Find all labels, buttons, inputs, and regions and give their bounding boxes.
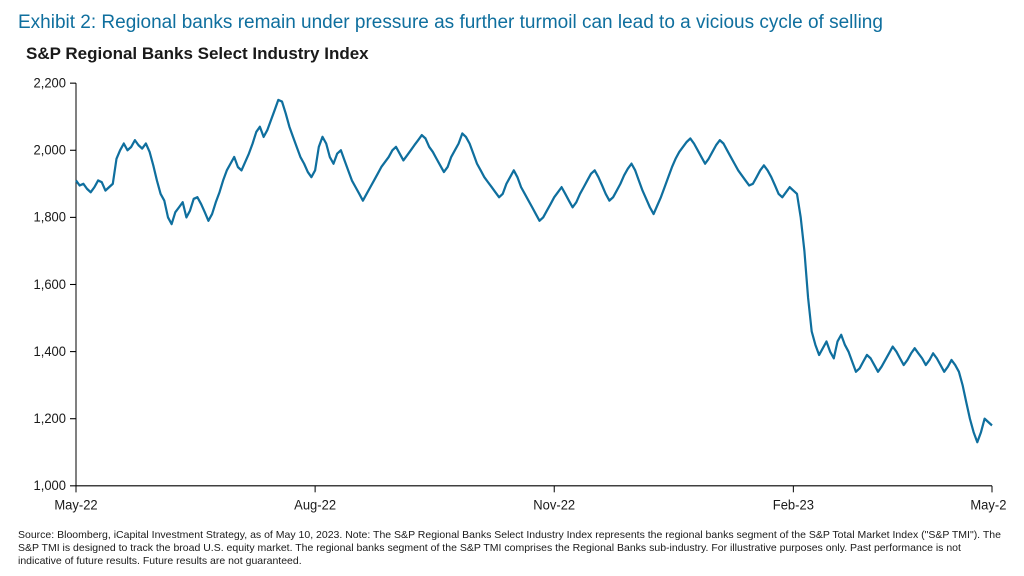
x-tick-label: Nov-22	[533, 497, 575, 513]
line-chart: 1,000 1,200 1,400 1,600 1,800 2,000 2,200 May-2…	[18, 68, 1006, 523]
y-tick-label: 1,400	[33, 343, 66, 359]
y-tick-label: 1,600	[33, 276, 66, 292]
source-note: Source: Bloomberg, iCapital Investment S…	[18, 529, 1006, 568]
y-tick-label: 2,000	[33, 142, 66, 158]
y-tick-label: 1,800	[33, 209, 66, 225]
x-tick-label: Aug-22	[294, 497, 336, 513]
x-tick-label: May-23	[970, 497, 1006, 513]
chart-area: 1,000 1,200 1,400 1,600 1,800 2,000 2,200 May-2…	[18, 68, 1006, 523]
y-tick-label: 1,000	[33, 478, 66, 494]
y-tick-label: 1,200	[33, 411, 66, 427]
chart-subtitle: S&P Regional Banks Select Industry Index	[26, 44, 1006, 64]
y-tick-label: 2,200	[33, 75, 66, 91]
series-line	[76, 100, 992, 442]
x-tick-label: Feb-23	[773, 497, 814, 513]
x-tick-label: May-22	[54, 497, 97, 513]
exhibit-title: Exhibit 2: Regional banks remain under p…	[18, 12, 1006, 34]
